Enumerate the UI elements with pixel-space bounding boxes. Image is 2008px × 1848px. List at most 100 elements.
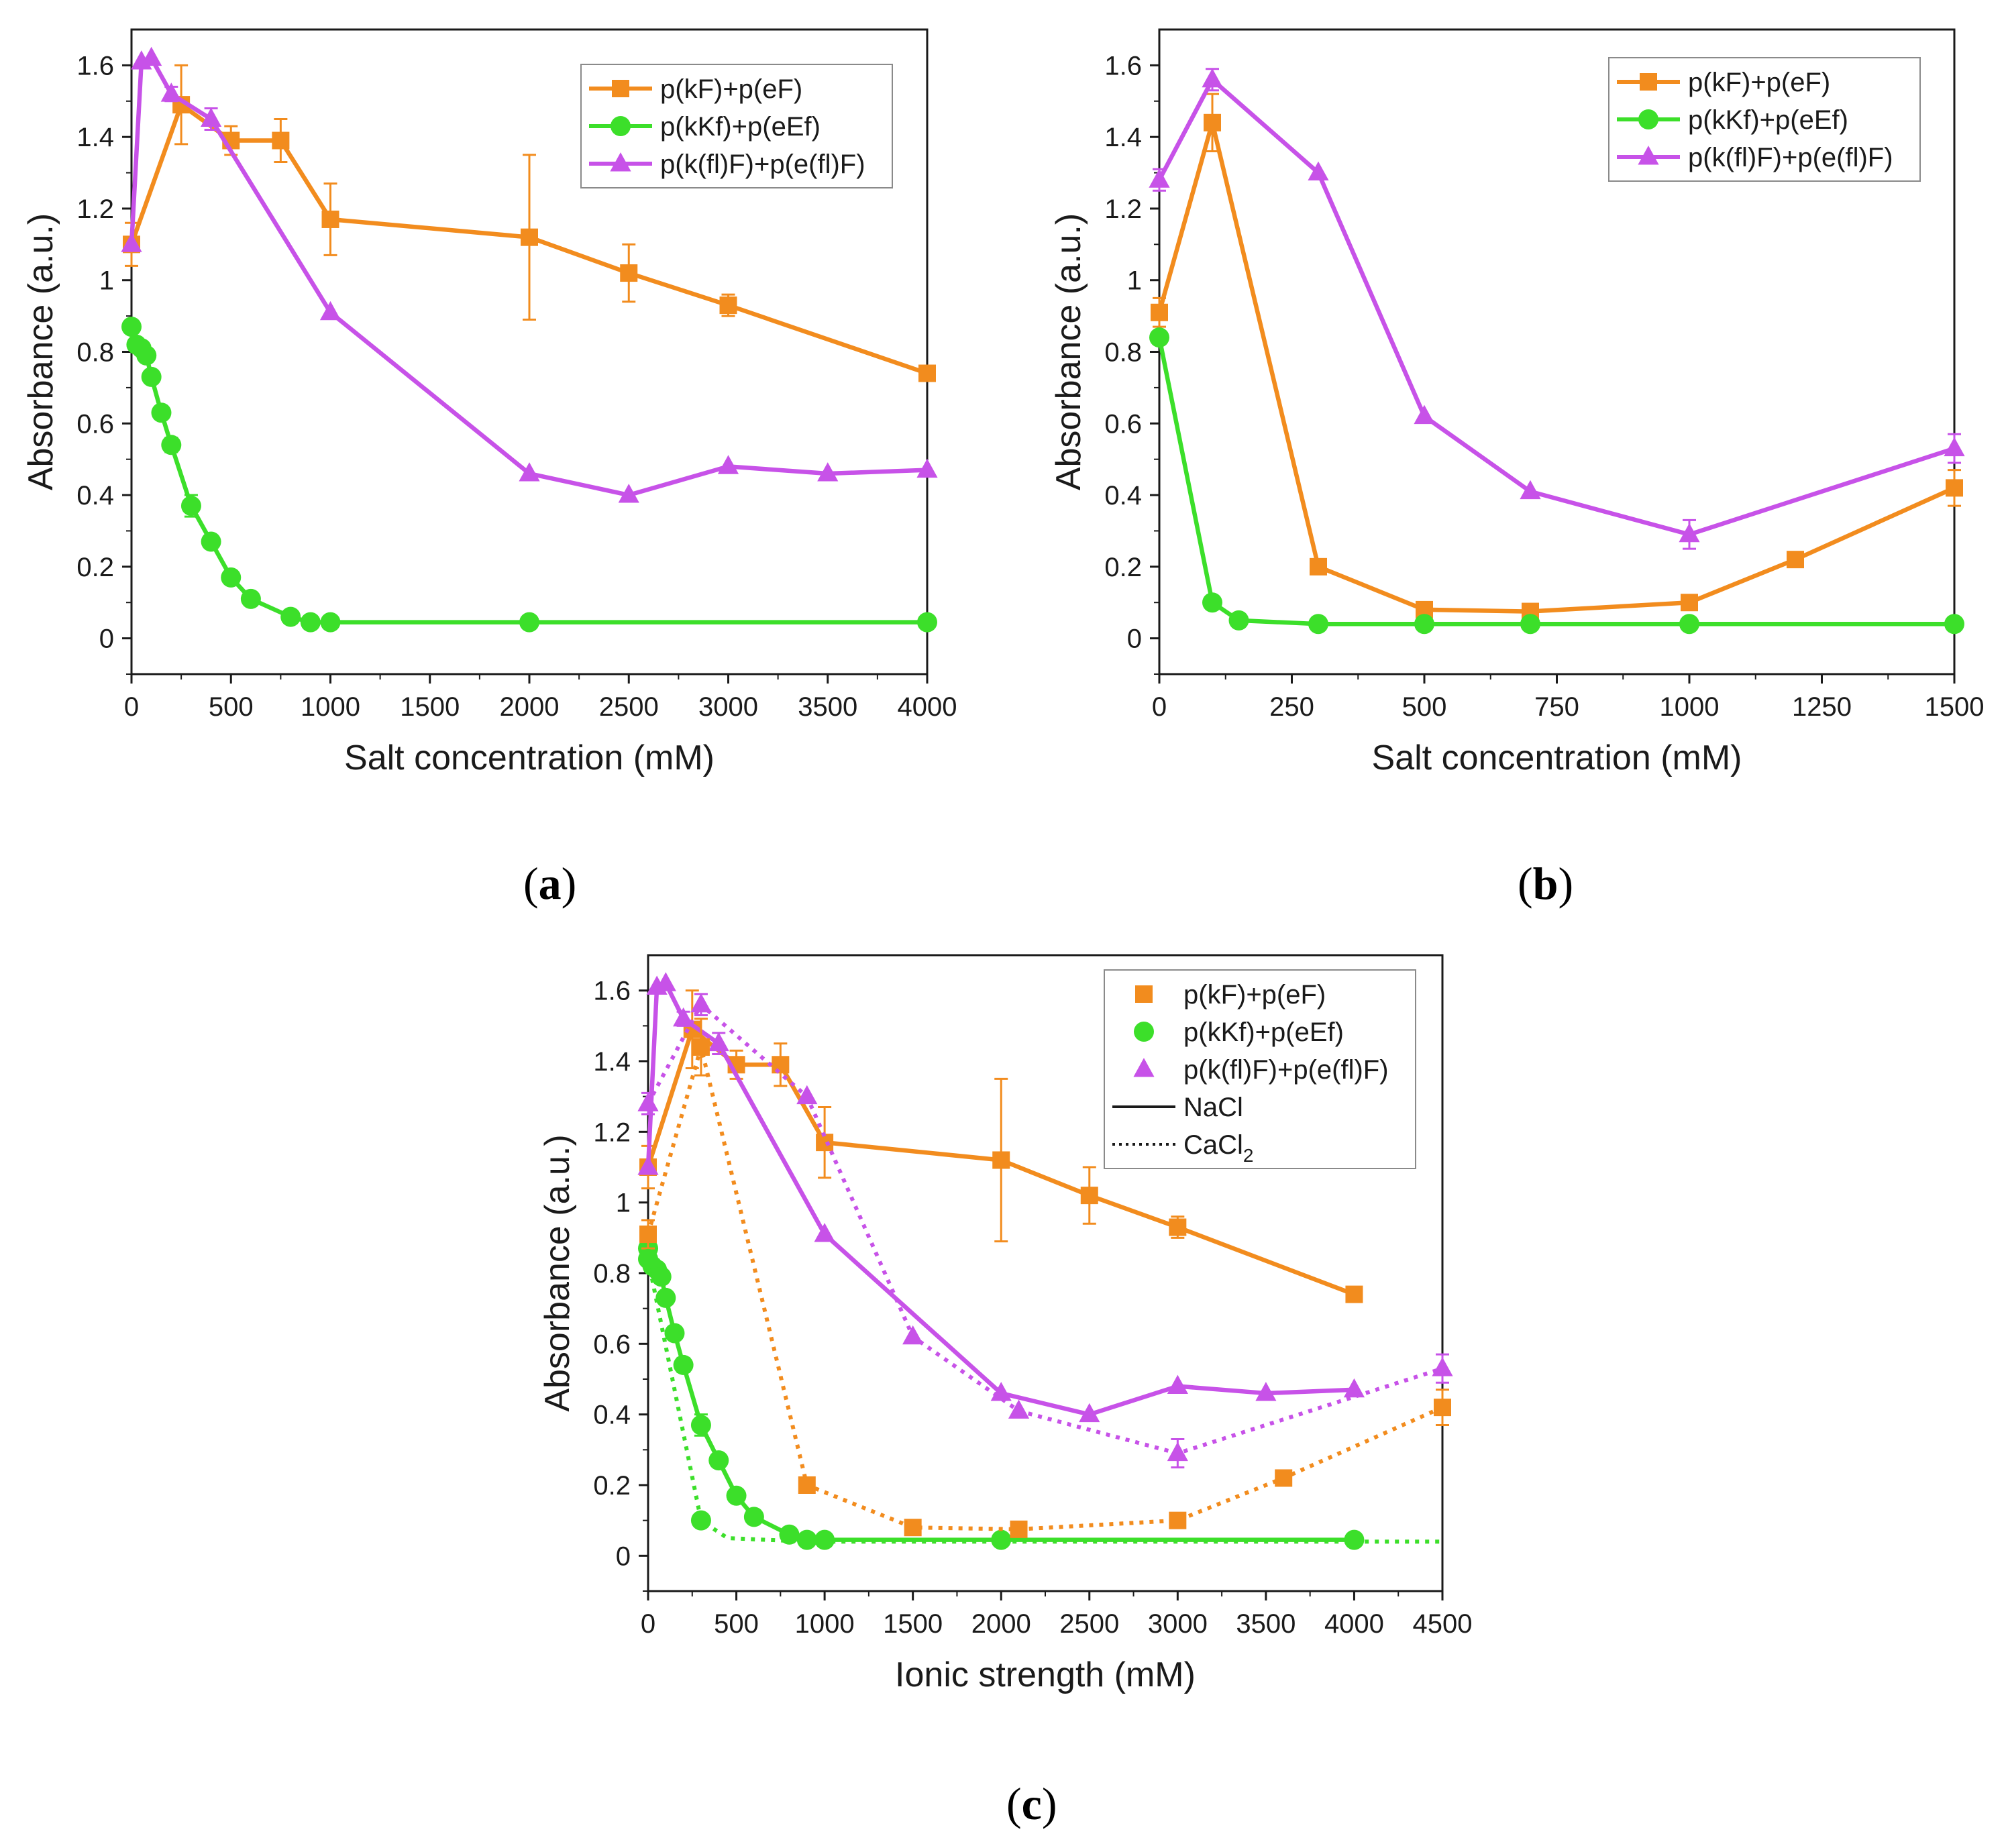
x-tick-label: 250 [1269, 692, 1314, 722]
data-point [319, 301, 341, 321]
x-tick-label: 500 [714, 1609, 759, 1639]
x-tick-label: 4000 [1324, 1609, 1384, 1639]
data-point [1434, 1399, 1451, 1417]
data-point [637, 1092, 659, 1111]
data-point [798, 1476, 816, 1494]
data-point [904, 1519, 922, 1537]
x-tick-label: 500 [1402, 692, 1447, 722]
panel-b: 0 250 500 750 1000 1250 1500 0 0.2 0.4 0.6 0.8 1 1.2 1… [1049, 28, 1985, 909]
x-tick-label: 1250 [1792, 692, 1852, 722]
data-point [1944, 437, 1965, 457]
data-point [638, 1248, 658, 1269]
legend-label: p(kKf)+p(eEf) [1688, 105, 1848, 135]
data-point [917, 612, 937, 633]
data-point [673, 1007, 694, 1027]
y-tick-label: 0.8 [593, 1259, 631, 1289]
data-point [1679, 614, 1699, 635]
x-tick-label: 3500 [1236, 1609, 1296, 1639]
y-tick-label: 1.4 [593, 1047, 631, 1077]
caption-close: ) [562, 858, 577, 909]
caption-open: ( [523, 858, 539, 909]
data-point [521, 228, 538, 246]
data-point [1149, 168, 1170, 188]
caption-letter: b [1533, 858, 1558, 909]
panel-caption-b: (b) [1518, 858, 1573, 909]
data-point [519, 612, 539, 633]
y-tick-label: 0 [616, 1541, 631, 1571]
y-tick-label: 0.4 [76, 481, 114, 510]
data-point [651, 1266, 672, 1287]
data-point [1008, 1399, 1030, 1419]
data-point [796, 1529, 817, 1550]
data-point [1310, 557, 1327, 576]
x-tick-label: 2000 [971, 1609, 1031, 1639]
data-point [1228, 610, 1249, 631]
data-point [717, 455, 739, 474]
legend-label: p(kF)+p(eF) [1183, 980, 1326, 1010]
data-point [1946, 479, 1963, 497]
y-tick-label: 0.8 [76, 338, 114, 368]
legend: p(kF)+p(eF) p(kKf)+p(eEf) p(k(fl)F)+p(e(fl… [1608, 57, 1921, 182]
data-point [320, 612, 341, 633]
data-point [1151, 303, 1168, 321]
x-tick-label: 1500 [883, 1609, 943, 1639]
legend-entry: p(kF)+p(eF) [1135, 980, 1326, 1010]
series-3 [639, 1018, 1451, 1538]
x-tick-label: 750 [1534, 692, 1579, 722]
data-point [673, 1354, 694, 1375]
y-tick-label: 1 [99, 266, 114, 296]
series-1 [1149, 327, 1964, 635]
data-point [1520, 614, 1540, 635]
data-point [519, 462, 540, 482]
data-point [692, 1038, 710, 1056]
y-tick-label: 0.6 [593, 1329, 631, 1359]
x-tick-label: 500 [209, 692, 254, 722]
data-point [743, 1507, 764, 1527]
legend-entry: p(kF)+p(eF) [589, 74, 802, 104]
legend-marker [1638, 146, 1659, 165]
data-point [321, 210, 339, 228]
panel-caption-c: (c) [1006, 1778, 1057, 1829]
legend-entry: p(kKf)+p(eEf) [1617, 105, 1848, 135]
y-tick-label: 0.2 [593, 1471, 631, 1501]
data-point [690, 1415, 711, 1435]
data-point [180, 496, 201, 517]
y-tick-label: 0.4 [1104, 481, 1142, 510]
legend-entry: p(k(fl)F)+p(e(fl)F) [1617, 143, 1893, 172]
data-point [201, 531, 221, 552]
y-tick-label: 0.6 [76, 409, 114, 439]
y-tick-label: 0.2 [1104, 553, 1142, 582]
data-point [272, 131, 290, 150]
data-point [690, 1510, 711, 1531]
caption-close: ) [1042, 1778, 1057, 1829]
data-point [719, 296, 737, 315]
legend: p(kF)+p(eF) p(kKf)+p(eEf) p(k(fl)F)+p(e(fl… [1104, 969, 1416, 1169]
legend-marker [1640, 73, 1657, 91]
legend-marker [610, 152, 631, 172]
data-point [1944, 614, 1964, 635]
x-tick-label: 3500 [798, 692, 857, 722]
legend-box [1104, 969, 1416, 1169]
caption-letter: c [1022, 1778, 1042, 1829]
y-axis-title: Absorbance (a.u.) [1049, 213, 1088, 490]
x-tick-label: 1500 [1925, 692, 1985, 722]
y-tick-label: 1 [1127, 266, 1142, 296]
y-tick-label: 1.4 [1104, 123, 1142, 152]
data-point [1080, 1187, 1098, 1205]
series-line [646, 1044, 1444, 1531]
data-point [796, 1085, 818, 1105]
data-point [1344, 1529, 1365, 1550]
data-point [918, 364, 936, 382]
data-point [664, 1323, 685, 1344]
series-line [646, 1258, 1442, 1544]
data-point [280, 606, 301, 627]
legend-label: p(k(fl)F)+p(e(fl)F) [660, 150, 865, 179]
data-point [1167, 1374, 1188, 1394]
legend-label: NaCl [1183, 1093, 1243, 1122]
series-5 [637, 993, 1453, 1469]
legend-entry: p(kKf)+p(eEf) [1134, 1018, 1344, 1047]
data-point [136, 345, 157, 366]
legend-marker [611, 116, 631, 136]
series-1 [121, 317, 937, 633]
